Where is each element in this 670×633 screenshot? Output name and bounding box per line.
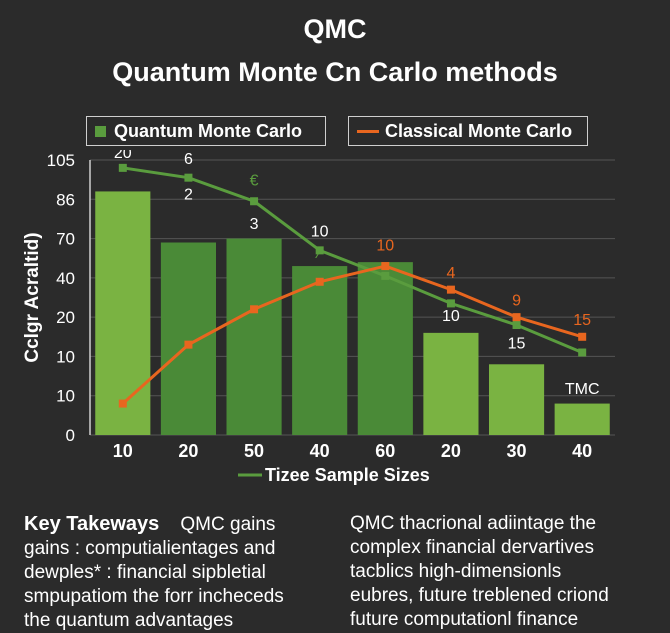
qmc-trend-point [315, 246, 324, 255]
chart-area: 105 86 70 40 20 10 10 0 Cclgr Acraltid) 10 20 50 40 6… [22, 150, 615, 485]
classical-point [512, 313, 521, 322]
y-tick-label: 40 [56, 269, 75, 288]
bar [226, 238, 282, 435]
qmc-trend-point [184, 173, 193, 182]
qmc-trend-point [512, 321, 521, 329]
bar [554, 403, 610, 435]
x-tick-label: 50 [244, 441, 264, 461]
takeaways-right: QMC thacrional adiintage the complex fin… [350, 512, 609, 632]
data-label: 15 [573, 312, 591, 329]
x-tick-label: 30 [507, 441, 527, 461]
bar [423, 332, 479, 435]
takeaways-right-line: tacblics high-dimensionls [350, 561, 562, 582]
classical-point [315, 277, 324, 286]
chart-subtitle: Quantum Monte Cn Carlo methods [112, 57, 558, 87]
takeaways-right-line: future computationl finance [350, 609, 579, 630]
x-tick-label: 20 [441, 441, 461, 461]
data-label: 2 [184, 186, 193, 203]
bar [95, 191, 151, 435]
data-label: 4 [446, 265, 455, 282]
classical-point [184, 340, 193, 349]
data-label: 20 [114, 150, 132, 162]
y-tick-label: 10 [56, 347, 75, 366]
qmc-trend-line [122, 166, 583, 354]
legend-line-icon [357, 129, 379, 133]
chart-title: QMC [303, 14, 367, 44]
takeaways-left-line: the quantum advantages [24, 610, 234, 631]
bar [292, 266, 348, 435]
x-tick-label: 40 [572, 441, 592, 461]
legend-label-quantum: Quantum Monte Carlo [114, 120, 302, 141]
y-tick-label: 0 [66, 426, 75, 445]
qmc-trend-point [446, 299, 455, 308]
bar [489, 364, 545, 435]
x-axis-label: Tizee Sample Sizes [265, 465, 430, 485]
y-tick-label: 10 [56, 387, 75, 406]
classical-point [118, 399, 127, 408]
data-label: 10 [376, 237, 394, 254]
takeaways-heading: Key Takeways [24, 513, 160, 535]
y-tick-label: 70 [56, 230, 75, 249]
bar [357, 262, 413, 435]
data-label: 9 [512, 292, 521, 309]
x-tick-label: 40 [310, 441, 330, 461]
classical-point [446, 285, 455, 294]
takeaways-left-line: dewples* : financial sipbletial [24, 562, 266, 583]
takeaways-right-line: complex financial dervartives [350, 537, 594, 558]
legend-label-classical: Classical Monte Carlo [385, 120, 573, 141]
takeaways-right-line: eubres, future treblened criond [350, 585, 609, 606]
qmc-trend-point [250, 197, 259, 206]
data-label: ⁄ [314, 245, 323, 262]
qmc-trend-point [118, 163, 127, 172]
qmc-trend-point [578, 348, 587, 357]
y-tick-label: 86 [56, 190, 75, 209]
data-label: 3 [250, 216, 259, 233]
classical-line [121, 264, 583, 405]
legend-item-quantum: Quantum Monte Carlo [86, 116, 326, 146]
classical-point [381, 262, 390, 271]
takeaways-left: Key Takeways QMC gains gains : computial… [24, 512, 284, 633]
x-tick-label: 60 [375, 441, 395, 461]
bar [160, 242, 216, 435]
takeaways-line-0: Key Takeways QMC gains [24, 512, 284, 537]
data-label: TMC [565, 381, 600, 398]
takeaways-right-line: QMC thacrional adiintage the [350, 513, 597, 534]
data-label: 6 [184, 151, 193, 168]
qmc-trend-point [381, 271, 390, 280]
legend-item-classical: Classical Monte Carlo [348, 116, 588, 146]
x-tick-label: 20 [178, 441, 198, 461]
classical-point [250, 305, 259, 314]
legend-square-icon [95, 125, 106, 137]
takeaways-left-line: QMC gains [180, 514, 276, 535]
data-label: 10 [442, 308, 460, 325]
y-tick-label: 20 [56, 308, 75, 327]
takeaways-left-line: gains : computialientages and [24, 538, 276, 559]
data-label: 10 [311, 224, 329, 241]
y-axis-label: Cclgr Acraltid) [22, 232, 43, 362]
classical-point [578, 332, 587, 341]
data-label: € [250, 173, 259, 190]
y-tick-label: 105 [47, 151, 75, 170]
data-label: 15 [508, 336, 526, 353]
takeaways-left-line: smpupatiom the forr incheceds [24, 586, 284, 607]
x-tick-label: 10 [113, 441, 133, 461]
